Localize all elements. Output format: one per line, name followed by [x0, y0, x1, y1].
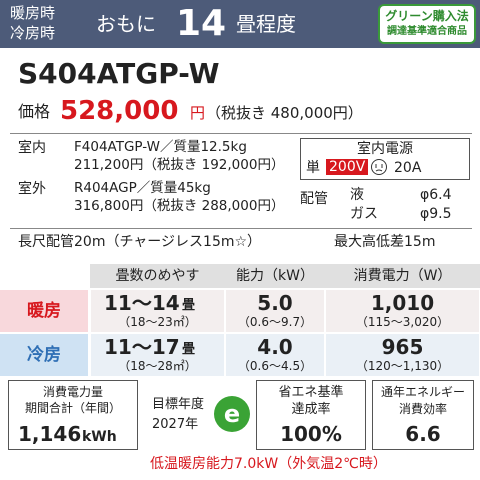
unit-label: 室内 [18, 140, 46, 156]
piping-size: φ6.4 [420, 187, 452, 203]
power-box [300, 138, 470, 180]
summary-line: 通年エネルギー [380, 385, 465, 399]
price-label: 価格 [18, 102, 51, 121]
summary-box [256, 380, 366, 450]
badge-text: グリーン購入法 [385, 9, 469, 23]
cell-bg [226, 334, 324, 376]
summary-box [372, 380, 474, 450]
summary-line: 期間合計（年間） [24, 401, 121, 415]
cell-range: （18～23㎡） [118, 315, 197, 329]
unit-price: 211,200円（税抜き 192,000円） [74, 157, 285, 173]
divider [10, 228, 472, 229]
tatami-suffix: 畳程度 [236, 12, 296, 36]
piping-name: ガス [350, 206, 378, 222]
note: 最大高低差15m [334, 234, 436, 250]
summary-box [8, 380, 138, 450]
power-title: 室内電源 [357, 141, 413, 157]
divider [10, 133, 472, 134]
table-header: 消費電力（W） [353, 268, 452, 284]
cell-bg [91, 334, 224, 376]
model: S404ATGP-W [18, 57, 220, 90]
summary-line: 消費電力量 [42, 385, 103, 399]
price-value: 528,000 [60, 96, 179, 126]
badge-text: 調達基準適合商品 [387, 26, 467, 37]
row-label: 冷房 [27, 345, 61, 365]
piping-name: 液 [350, 187, 364, 203]
unit-label: 室外 [18, 181, 46, 197]
mode-label: 冷房時 [10, 24, 56, 42]
cell-main: 11～14 [104, 291, 180, 315]
cell-bg [326, 290, 479, 332]
cell-main: 11～17 [104, 335, 180, 359]
row-label-bg [0, 290, 88, 332]
eco-logo: e [214, 396, 250, 432]
power-phase: 単 [306, 160, 320, 176]
cell-bg [226, 290, 324, 332]
cell-unit: 畳 [182, 342, 196, 357]
summary-value: 6.6 [405, 422, 441, 446]
table-header: 能力（kW） [236, 268, 314, 284]
unit-price: 316,800円（税抜き 288,000円） [74, 198, 285, 214]
power-current: 20A [394, 160, 422, 176]
table-header: 畳数のめやす [115, 268, 200, 284]
cell-bg [326, 334, 479, 376]
price-tax: （税抜き 480,000円） [206, 104, 363, 122]
power-voltage: 200V [326, 159, 369, 175]
unit-spec: F404ATGP-W／質量12.5kg [74, 139, 247, 155]
cell-range: （0.6～4.5） [237, 359, 313, 373]
badge [378, 4, 476, 44]
summary-line: 省エネ基準 [278, 385, 344, 400]
cell-main: 4.0 [257, 335, 293, 359]
row-label: 暖房 [27, 301, 61, 321]
cell-main: 1,010 [370, 291, 435, 315]
cell-main: 5.0 [257, 291, 293, 315]
summary-line: 目標年度 [152, 397, 205, 412]
cell-range: （18～28㎡） [118, 359, 197, 373]
note: 長尺配管20m（チャージレス15m☆） [18, 234, 262, 250]
summary-line: 達成率 [291, 402, 331, 417]
cell-range: （0.6～9.7） [237, 315, 313, 329]
price-unit: 円 [190, 104, 206, 122]
tatami-value: 14 [176, 3, 227, 44]
plug-icon [371, 159, 387, 175]
summary-value: 100% [280, 422, 342, 446]
mode-label: 暖房時 [10, 4, 56, 22]
tatami-prefix: おもに [96, 12, 156, 36]
cell-unit: 畳 [182, 298, 196, 313]
unit-spec: R404AGP／質量45kg [74, 180, 211, 196]
cell-bg [91, 290, 224, 332]
summary-line: 2027年 [152, 417, 199, 432]
svg-text:e: e [224, 400, 240, 428]
piping-label: 配管 [300, 191, 328, 207]
piping-size: φ9.5 [420, 206, 452, 222]
summary-value: 1,146 [18, 422, 82, 446]
summary-line: 消費効率 [398, 402, 447, 416]
cell-range: （120～1,130） [355, 359, 450, 373]
row-label-bg [0, 334, 88, 376]
footnote: 低温暖房能力7.0kW（外気温2℃時） [150, 456, 387, 472]
cell-range: （115～3,020） [355, 315, 450, 329]
table-header-bg [90, 264, 480, 288]
cell-main: 965 [381, 335, 424, 359]
summary-unit: kWh [82, 429, 117, 445]
